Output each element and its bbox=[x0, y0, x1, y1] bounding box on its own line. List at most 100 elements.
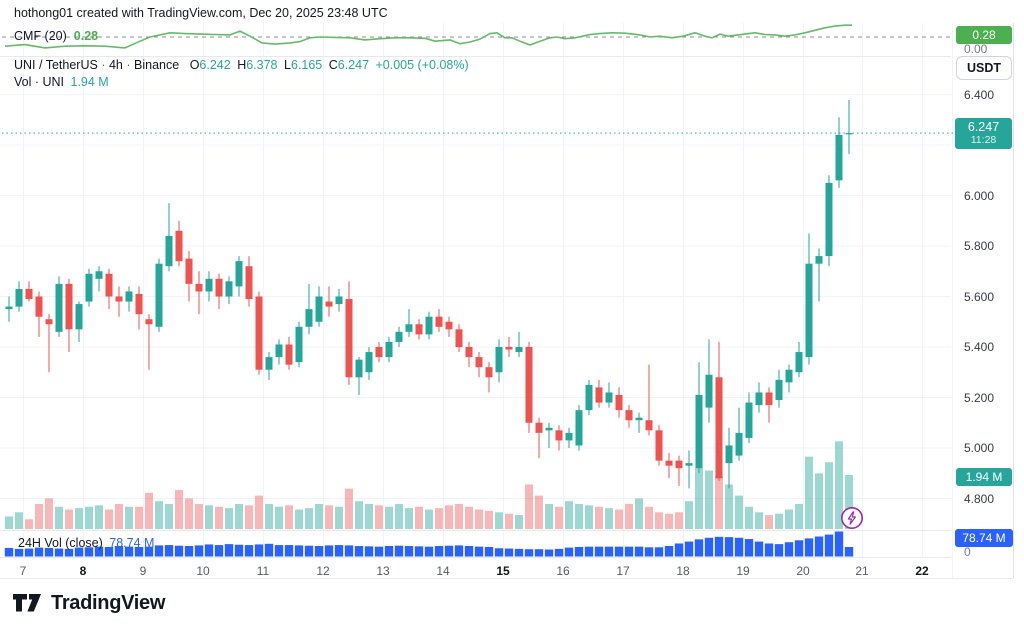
candle[interactable] bbox=[405, 309, 413, 337]
time-axis-label[interactable]: 12 bbox=[316, 564, 330, 578]
candle[interactable] bbox=[335, 288, 343, 312]
candle[interactable] bbox=[435, 309, 443, 332]
instant-trading-button[interactable] bbox=[840, 506, 864, 530]
candle[interactable] bbox=[655, 425, 663, 466]
candle[interactable] bbox=[95, 266, 103, 292]
time-axis-label[interactable]: 16 bbox=[556, 564, 570, 578]
candle[interactable] bbox=[505, 336, 513, 358]
time-axis-label[interactable]: 19 bbox=[736, 564, 750, 578]
candle[interactable] bbox=[115, 286, 123, 317]
candle[interactable] bbox=[375, 341, 383, 363]
chart-canvas[interactable] bbox=[0, 0, 1024, 585]
candle[interactable] bbox=[815, 248, 823, 302]
candle[interactable] bbox=[25, 281, 33, 302]
candle[interactable] bbox=[805, 233, 813, 365]
time-axis-label[interactable]: 9 bbox=[139, 564, 147, 578]
candle[interactable] bbox=[635, 412, 643, 433]
candle[interactable] bbox=[795, 341, 803, 378]
candle[interactable] bbox=[465, 341, 473, 368]
candle[interactable] bbox=[825, 175, 833, 267]
candle[interactable] bbox=[485, 362, 493, 393]
time-axis-label[interactable]: 13 bbox=[376, 564, 390, 578]
candle[interactable] bbox=[15, 281, 23, 312]
candle[interactable] bbox=[155, 258, 163, 332]
candle[interactable] bbox=[305, 283, 313, 335]
candle[interactable] bbox=[545, 422, 553, 448]
candle[interactable] bbox=[135, 286, 143, 330]
candle[interactable] bbox=[725, 427, 733, 489]
candle[interactable] bbox=[605, 382, 613, 408]
candle[interactable] bbox=[235, 256, 243, 297]
candle[interactable] bbox=[145, 314, 153, 370]
candle[interactable] bbox=[265, 352, 273, 380]
candle[interactable] bbox=[105, 268, 113, 310]
candle[interactable] bbox=[255, 291, 263, 375]
candle[interactable] bbox=[225, 276, 233, 305]
candle[interactable] bbox=[45, 314, 53, 373]
candle[interactable] bbox=[715, 341, 723, 481]
candle[interactable] bbox=[175, 220, 183, 267]
candle[interactable] bbox=[425, 311, 433, 340]
candle[interactable] bbox=[205, 271, 213, 302]
candle[interactable] bbox=[645, 364, 653, 436]
candle[interactable] bbox=[385, 336, 393, 363]
time-axis-label[interactable]: 7 bbox=[19, 564, 27, 578]
candle[interactable] bbox=[695, 362, 703, 474]
cmf-indicator-legend[interactable]: CMF (20) 0.28 bbox=[14, 29, 98, 43]
candle[interactable] bbox=[445, 316, 453, 337]
time-axis-label[interactable]: 18 bbox=[676, 564, 690, 578]
time-axis-label[interactable]: 8 bbox=[79, 564, 87, 578]
price-axis-label[interactable]: 4.800 bbox=[964, 491, 995, 506]
candle[interactable] bbox=[675, 455, 683, 486]
volume-series[interactable] bbox=[5, 441, 853, 529]
time-axis-label[interactable]: 21 bbox=[855, 564, 869, 578]
candle[interactable] bbox=[775, 369, 783, 408]
candle[interactable] bbox=[275, 339, 283, 365]
price-axis-label[interactable]: 5.600 bbox=[964, 289, 995, 304]
candle[interactable] bbox=[565, 427, 573, 448]
candle[interactable] bbox=[845, 100, 853, 154]
candle[interactable] bbox=[495, 339, 503, 383]
candle[interactable] bbox=[355, 357, 363, 395]
candle[interactable] bbox=[475, 352, 483, 378]
candles-series[interactable] bbox=[5, 100, 853, 489]
candle[interactable] bbox=[755, 382, 763, 413]
price-axis-label[interactable]: 6.400 bbox=[964, 87, 995, 102]
candle[interactable] bbox=[365, 347, 373, 380]
candle[interactable] bbox=[525, 341, 533, 433]
candle[interactable] bbox=[5, 296, 13, 322]
candle[interactable] bbox=[685, 450, 693, 489]
candle[interactable] bbox=[195, 271, 203, 315]
time-axis-label[interactable]: 11 bbox=[256, 564, 270, 578]
candle[interactable] bbox=[575, 405, 583, 451]
time-axis-label[interactable]: 10 bbox=[196, 564, 210, 578]
candle[interactable] bbox=[615, 387, 623, 418]
tradingview-logo[interactable]: TradingView bbox=[12, 592, 165, 615]
price-axis-label[interactable]: 5.000 bbox=[964, 441, 995, 455]
time-axis-label[interactable]: 20 bbox=[796, 564, 810, 578]
currency-toggle-button[interactable]: USDT bbox=[956, 56, 1012, 80]
candle[interactable] bbox=[705, 339, 713, 423]
vol24-series[interactable] bbox=[4, 531, 854, 557]
volume-legend[interactable]: Vol · UNI 1.94 M bbox=[14, 75, 109, 89]
candle[interactable] bbox=[515, 331, 523, 358]
candle[interactable] bbox=[455, 324, 463, 353]
candle[interactable] bbox=[665, 453, 673, 479]
candle[interactable] bbox=[745, 392, 753, 443]
candle[interactable] bbox=[735, 407, 743, 461]
time-axis-label[interactable]: 14 bbox=[436, 564, 450, 578]
time-axis-label[interactable]: 22 bbox=[915, 564, 929, 578]
cmf-indicator-line[interactable] bbox=[4, 24, 852, 49]
symbol-legend[interactable]: UNI / TetherUS · 4h · Binance O6.242 H6.… bbox=[14, 58, 469, 72]
candle[interactable] bbox=[415, 319, 423, 340]
candle[interactable] bbox=[315, 286, 323, 327]
candle[interactable] bbox=[535, 417, 543, 459]
price-axis-label[interactable]: 6.000 bbox=[964, 188, 995, 203]
candle[interactable] bbox=[65, 278, 73, 353]
candle[interactable] bbox=[285, 336, 293, 370]
candle[interactable] bbox=[55, 276, 63, 337]
price-axis-label[interactable]: 5.800 bbox=[964, 239, 995, 253]
candle[interactable] bbox=[85, 268, 93, 307]
vol24-legend[interactable]: 24H Vol (close) 78.74 M bbox=[18, 536, 154, 550]
candle[interactable] bbox=[395, 326, 403, 347]
